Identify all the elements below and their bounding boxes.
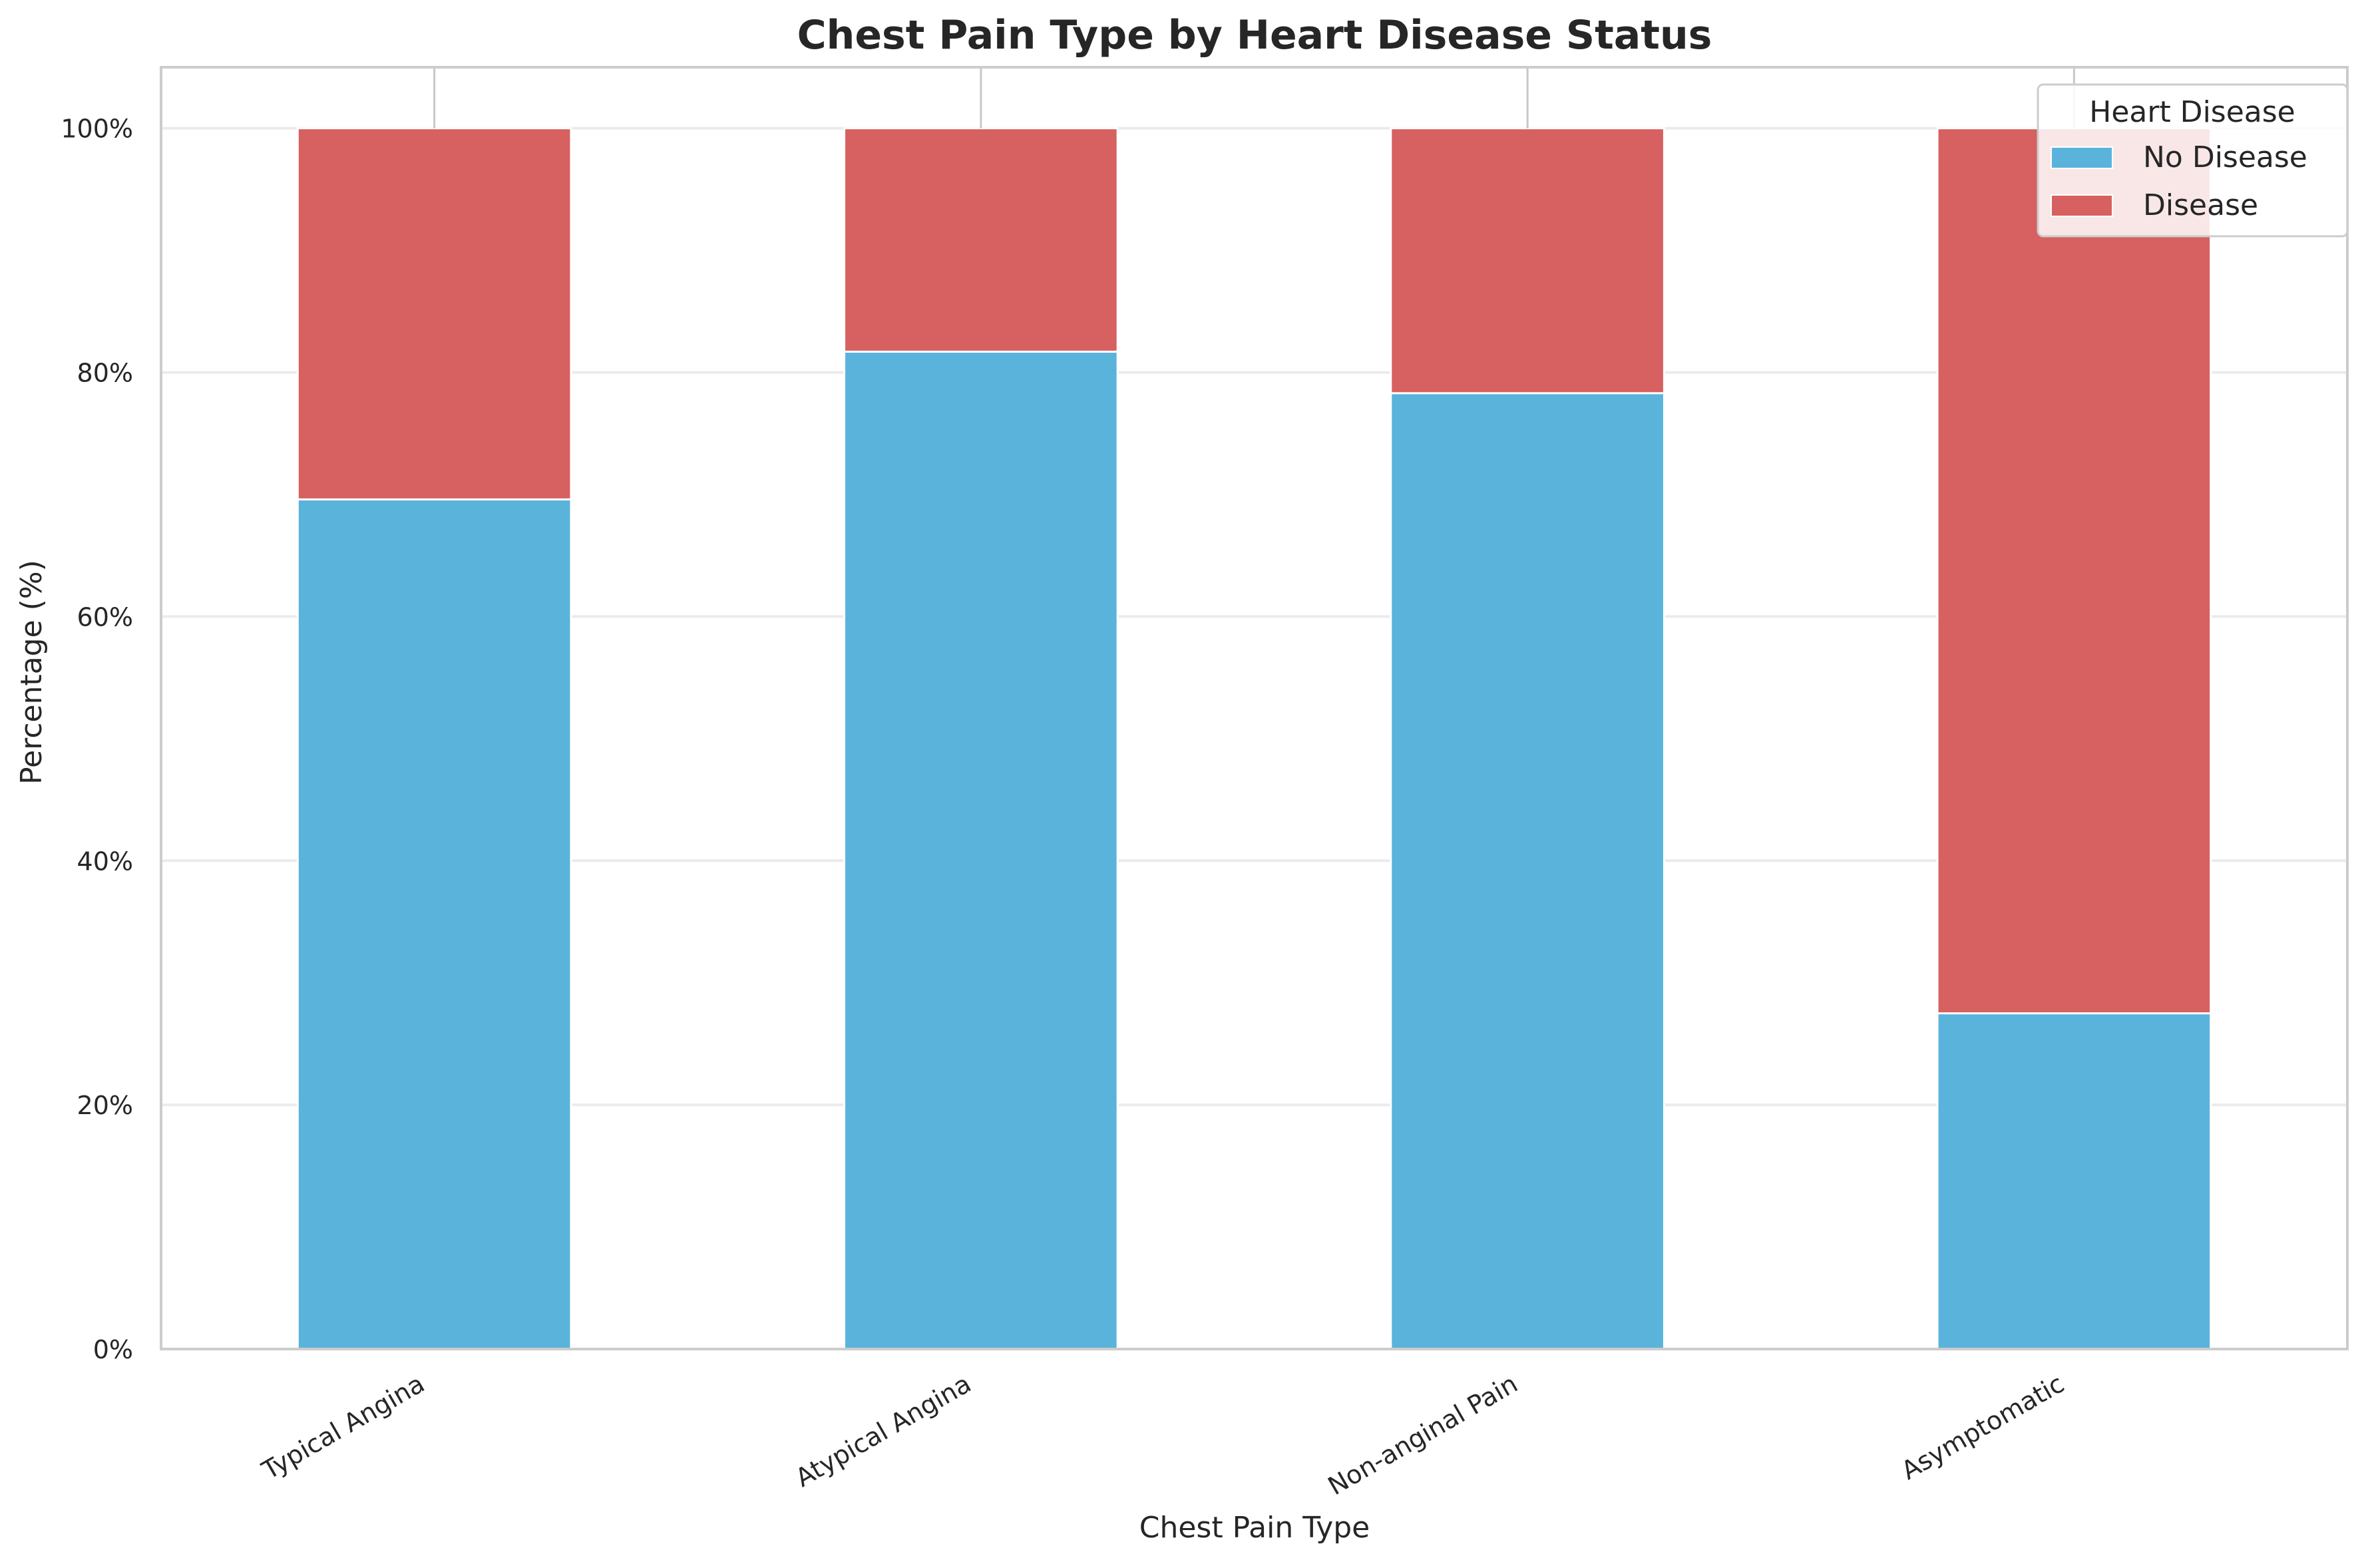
bar-no-disease xyxy=(1390,392,1665,1350)
y-tick-labels: 0% 20% 40% 60% 80% 100% xyxy=(61,114,133,1364)
bar-disease xyxy=(296,127,572,500)
bar-no-disease xyxy=(296,498,572,1350)
y-tick-label: 40% xyxy=(77,847,133,876)
bar-disease xyxy=(1390,127,1665,395)
legend-swatch xyxy=(2051,194,2113,217)
legend-swatch xyxy=(2051,146,2113,169)
legend-label: Disease xyxy=(2143,188,2258,222)
legend-box xyxy=(2037,83,2349,238)
y-tick-label: 60% xyxy=(77,602,133,632)
legend-title: Heart Disease xyxy=(2089,95,2295,129)
chart-title: Chest Pain Type by Heart Disease Status xyxy=(797,12,1712,59)
y-tick-label: 0% xyxy=(93,1335,133,1364)
legend-items: No Disease Disease xyxy=(2051,140,2307,222)
bar-no-disease xyxy=(843,350,1119,1350)
bar-disease xyxy=(1936,127,2212,1015)
y-tick-label: 20% xyxy=(77,1091,133,1120)
y-tick-label: 100% xyxy=(61,114,133,144)
bars xyxy=(296,127,2212,1350)
plot-area-frame xyxy=(160,66,2349,1350)
legend: Heart Disease No Disease Disease xyxy=(2037,83,2349,238)
bar-disease xyxy=(843,127,1119,353)
bar-no-disease xyxy=(1936,1012,2212,1350)
legend-label: No Disease xyxy=(2143,140,2307,174)
x-axis-label: Chest Pain Type xyxy=(1139,1511,1370,1545)
y-tick-label: 80% xyxy=(77,359,133,388)
y-axis-label: Percentage (%) xyxy=(15,560,49,785)
